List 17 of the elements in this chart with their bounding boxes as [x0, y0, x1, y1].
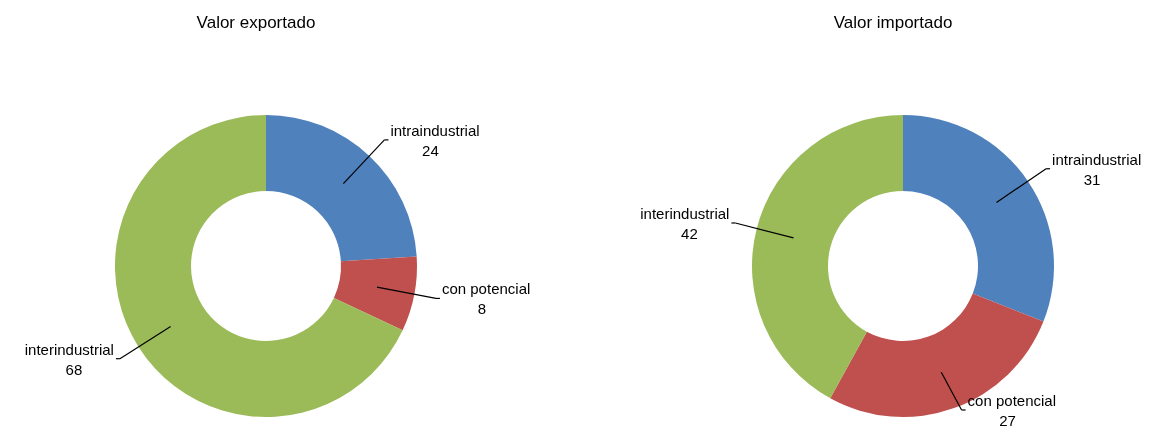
data-label: 31	[1083, 170, 1101, 188]
slice-label: con potencial	[441, 280, 531, 298]
chart-title: Valor importado	[833, 13, 953, 32]
donut-slice	[903, 115, 1054, 322]
data-label: 42	[681, 224, 698, 242]
chart-title: Valor exportado	[196, 13, 316, 32]
slice-label: interindustrial	[640, 204, 730, 222]
slice-label: interindustrial	[24, 340, 114, 358]
donut-slice	[333, 256, 417, 331]
slice-label: intraindustrial	[1052, 150, 1142, 168]
data-label: 8	[477, 300, 487, 318]
data-label: 27	[999, 412, 1016, 429]
donut-slice	[752, 115, 903, 399]
data-label: 24	[422, 141, 439, 159]
slice-label: intraindustrial	[390, 121, 480, 139]
data-label: 68	[65, 360, 83, 378]
slice-label: con potencial	[967, 392, 1057, 409]
